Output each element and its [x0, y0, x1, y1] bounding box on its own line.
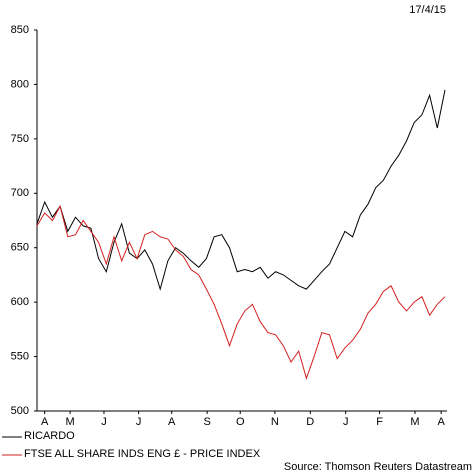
x-tick-label: M	[66, 416, 75, 428]
source: Source: Thomson Reuters Datastream	[284, 461, 472, 473]
y-tick-label: 650	[11, 242, 29, 254]
x-tick-label: J	[343, 416, 349, 428]
x-tick-label: J	[101, 416, 107, 428]
x-tick-label: N	[271, 416, 279, 428]
x-tick-label: A	[437, 416, 445, 428]
y-tick-label: 700	[11, 187, 29, 199]
x-tick-label: D	[306, 416, 314, 428]
y-tick-label: 800	[11, 78, 29, 90]
date: 17/4/15	[409, 4, 446, 16]
legend-label: RICARDO	[24, 430, 75, 442]
y-tick-label: 600	[11, 296, 29, 308]
y-tick-label: 550	[11, 350, 29, 362]
x-tick-label: S	[203, 416, 210, 428]
x-tick-label: A	[41, 416, 49, 428]
series-line	[36, 89, 446, 291]
x-tick-label: J	[136, 416, 142, 428]
y-tick-label: 850	[11, 24, 29, 36]
y-tick-label: 750	[11, 133, 29, 145]
x-tick-label: O	[236, 416, 245, 428]
y-tick-label: 500	[11, 405, 29, 417]
series-line	[36, 204, 446, 380]
x-tick-label: F	[376, 416, 383, 428]
legend-label: FTSE ALL SHARE INDS ENG £ - PRICE INDEX	[24, 448, 261, 460]
x-tick-label: A	[168, 416, 176, 428]
x-tick-label: M	[410, 416, 419, 428]
